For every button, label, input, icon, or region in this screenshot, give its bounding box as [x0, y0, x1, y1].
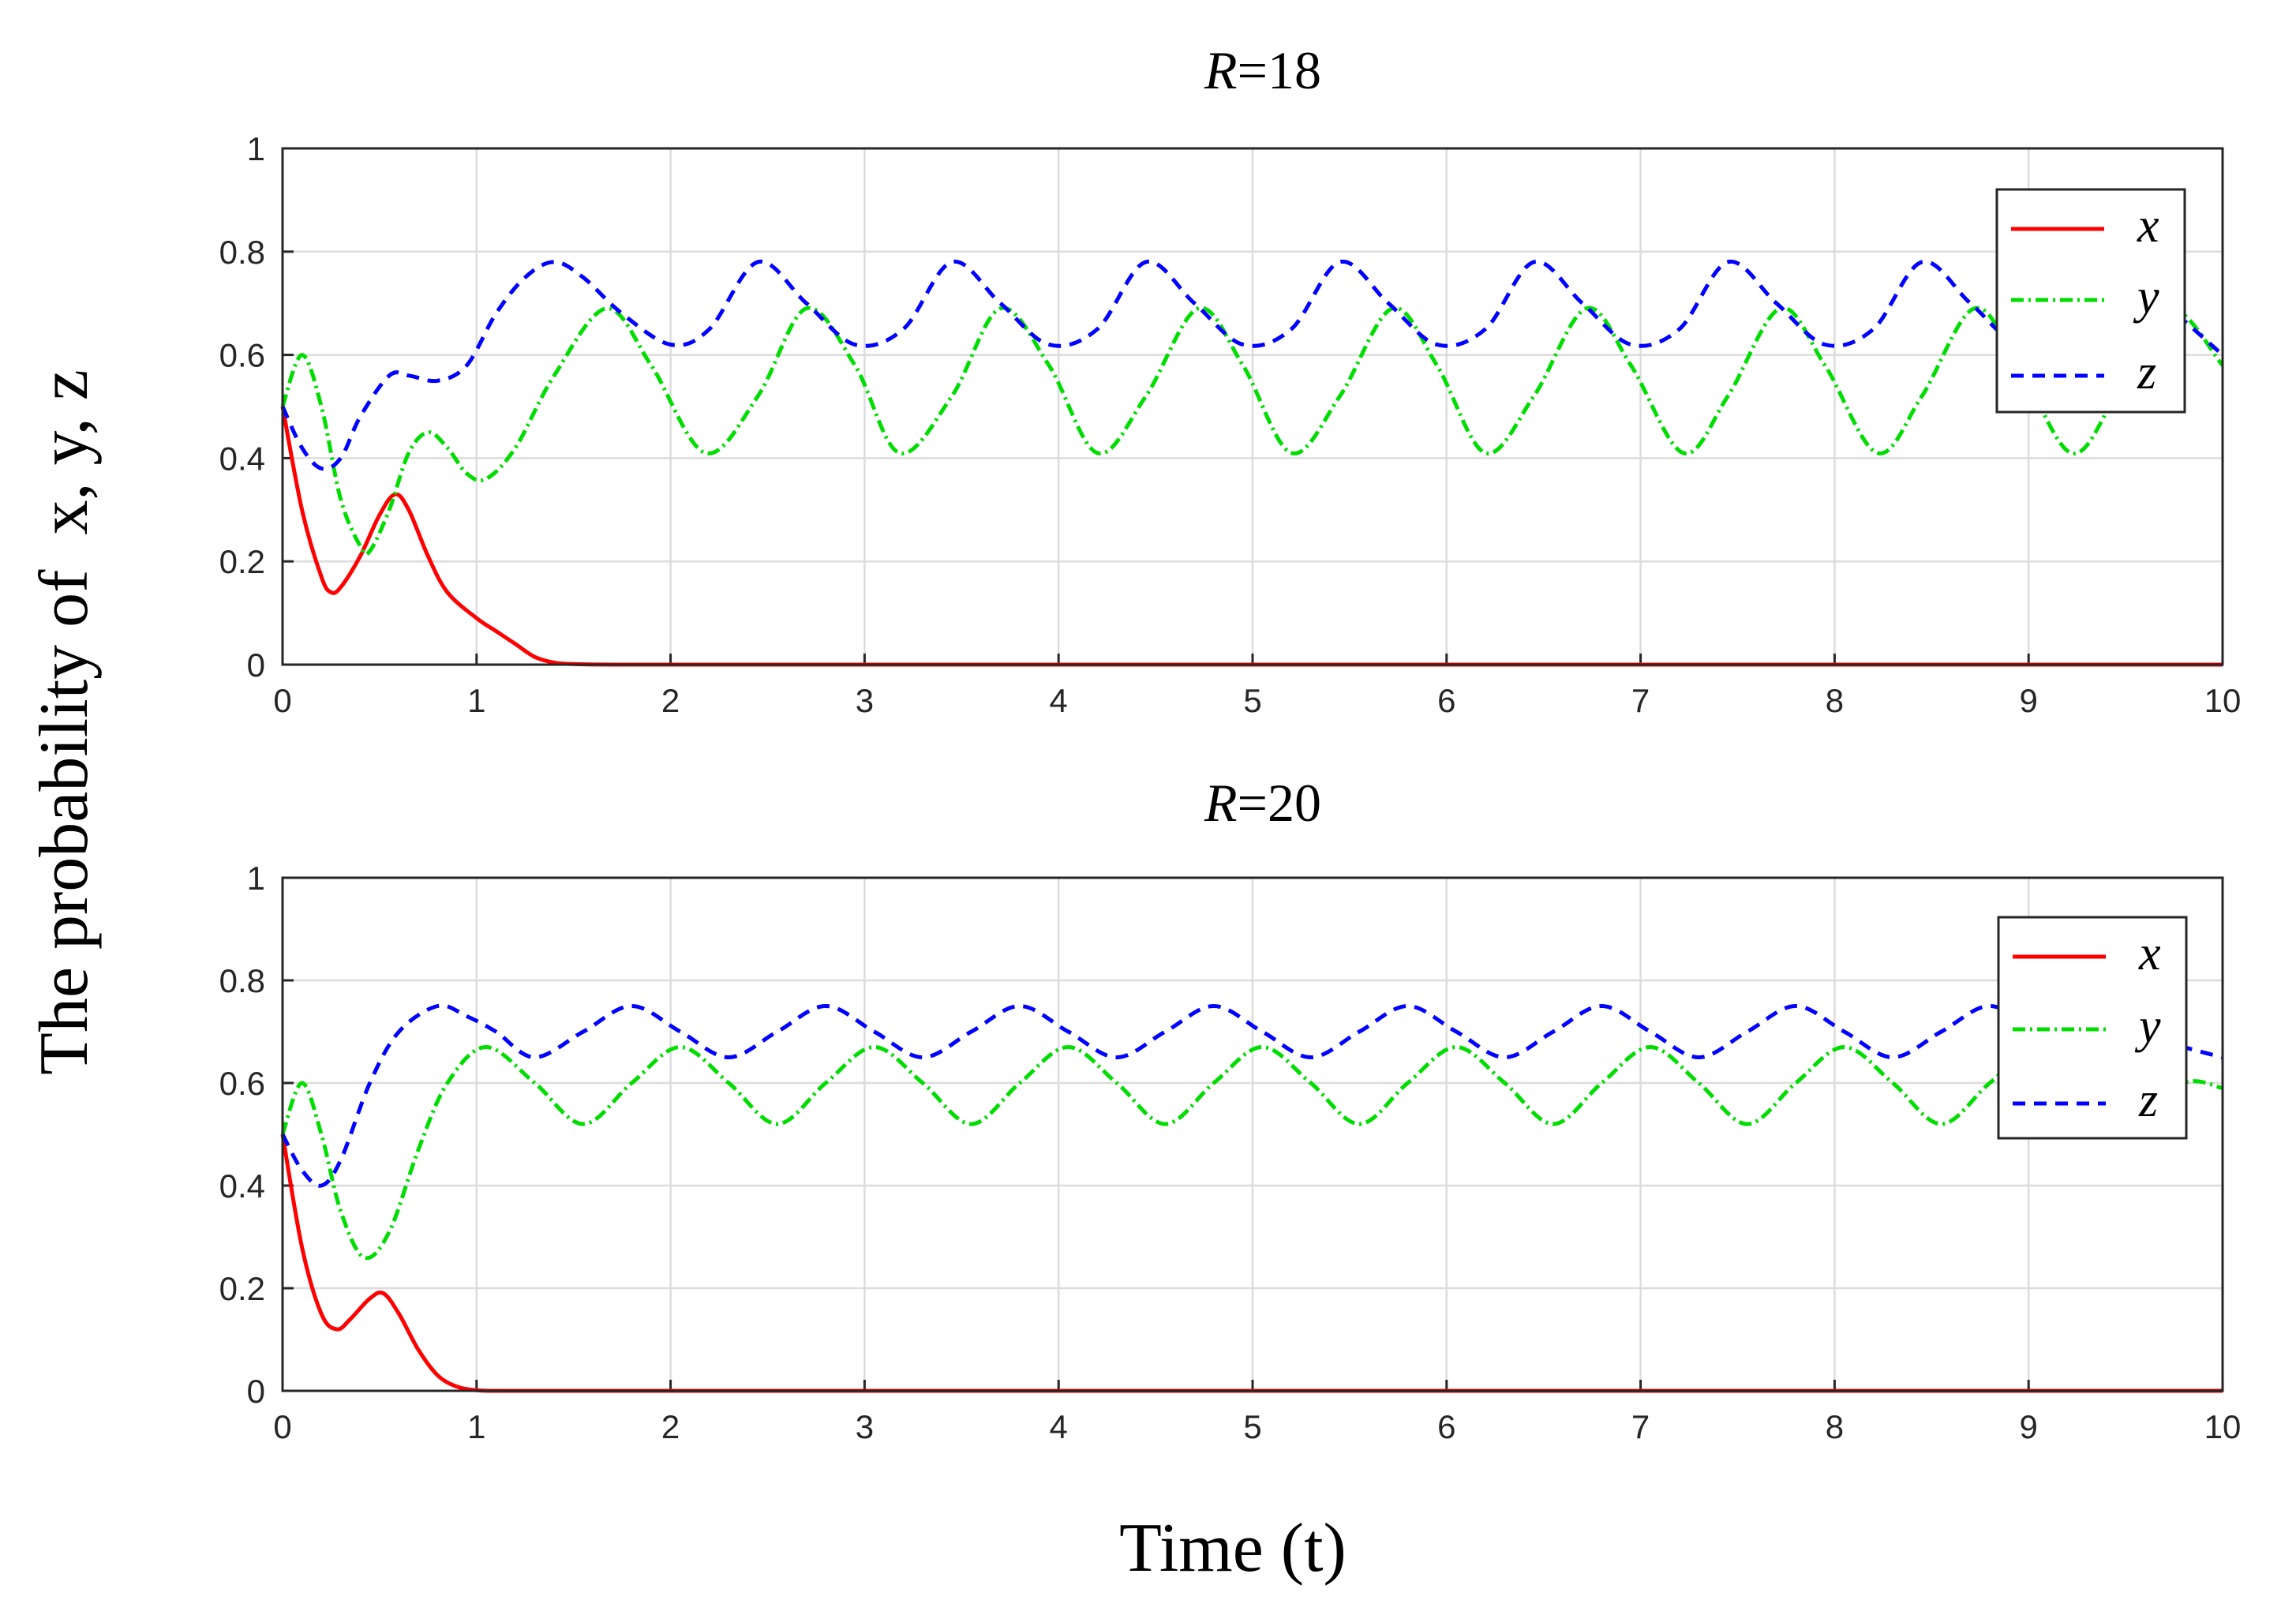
- y-tick-label: 0.8: [219, 962, 265, 999]
- x-tick-label: 9: [2020, 1408, 2038, 1445]
- series-line-y-r18: [280, 305, 2224, 556]
- y-tick-label: 0.6: [219, 1065, 265, 1102]
- panel-title-r18: R=18: [1204, 40, 1321, 100]
- x-tick-label: 9: [2020, 682, 2038, 719]
- y-tick-label: 0.4: [219, 440, 265, 477]
- legend-label-z-r20: z: [2138, 1074, 2158, 1127]
- y-tick-label: 0: [247, 646, 265, 684]
- x-tick-label: 10: [2204, 682, 2242, 719]
- x-tick-label: 4: [1050, 682, 1068, 719]
- x-tick-label: 5: [1243, 1408, 1261, 1445]
- legend-label-z-r18: z: [2137, 346, 2156, 399]
- panel-title-r20: R=20: [1204, 773, 1321, 833]
- legend-label-y-r20: y: [2134, 999, 2161, 1053]
- x-tick-label: 7: [1631, 1408, 1650, 1445]
- y-tick-label: 0.2: [219, 543, 265, 580]
- y-tick-label: 1: [247, 130, 265, 167]
- x-tick-label: 2: [661, 682, 680, 719]
- x-tick-label: 0: [273, 682, 291, 719]
- panel-title-r20-value: =20: [1238, 773, 1321, 833]
- x-tick-label: 4: [1050, 1408, 1068, 1445]
- panel-r18: R=18 0 1 2 3 4 5 6 7 8 9 10 0 0.2 0.4 0.6 0.8 1 x y z: [219, 40, 2242, 719]
- series-line-z-r18: [280, 260, 2224, 471]
- series-line-y-r20: [280, 1045, 2223, 1261]
- y-tick-label: 0: [247, 1373, 265, 1410]
- panel-r20: R=20 0 1 2 3 4 5 6 7 8 9 10 0 0.2 0.4 0.6 0.8 1 x y z: [219, 773, 2242, 1445]
- legend-box-r18: [1995, 188, 2186, 414]
- ticks-r20: 0 1 2 3 4 5 6 7 8 9 10 0 0.2 0.4 0.6 0.8 1: [219, 860, 2242, 1445]
- x-tick-label: 3: [856, 682, 874, 719]
- x-tick-label: 1: [467, 682, 485, 719]
- y-tick-label: 0.4: [219, 1167, 265, 1205]
- y-tick-label: 1: [247, 860, 265, 897]
- panel-title-r18-value: =18: [1238, 40, 1321, 100]
- panel-title-r18-var: R: [1204, 40, 1238, 100]
- x-tick-label: 3: [856, 1408, 874, 1445]
- x-tick-label: 6: [1437, 1408, 1455, 1445]
- legend-label-y-r18: y: [2133, 270, 2159, 324]
- legend-r20[interactable]: x y z: [1997, 916, 2188, 1140]
- y-tick-label: 0.6: [219, 337, 265, 374]
- x-tick-label: 6: [1437, 682, 1455, 719]
- x-tick-label: 1: [467, 1408, 485, 1445]
- plot-frame-top-r18: [281, 147, 2224, 666]
- x-tick-label: 2: [661, 1408, 680, 1445]
- x-axis-title: Time (t): [1119, 1510, 1347, 1587]
- grid-r20: [283, 878, 2223, 1391]
- legend-label-x-r20: x: [2138, 927, 2161, 980]
- legend-label-x-r18: x: [2137, 199, 2159, 253]
- legend-r18[interactable]: x y z: [1995, 188, 2186, 414]
- x-tick-label: 0: [273, 1408, 291, 1445]
- x-tick-label: 5: [1243, 682, 1261, 719]
- x-tick-label: 10: [2204, 1408, 2242, 1445]
- plot-frame-top-r20: [281, 876, 2224, 1392]
- x-tick-label: 7: [1631, 682, 1650, 719]
- x-tick-label: 8: [1826, 682, 1844, 719]
- y-tick-label: 0.2: [219, 1270, 265, 1307]
- y-tick-label: 0.8: [219, 234, 265, 271]
- panel-title-r20-var: R: [1204, 773, 1238, 833]
- x-tick-label: 8: [1826, 1408, 1844, 1445]
- y-axis-title: The probability of x, y, z: [26, 369, 103, 1075]
